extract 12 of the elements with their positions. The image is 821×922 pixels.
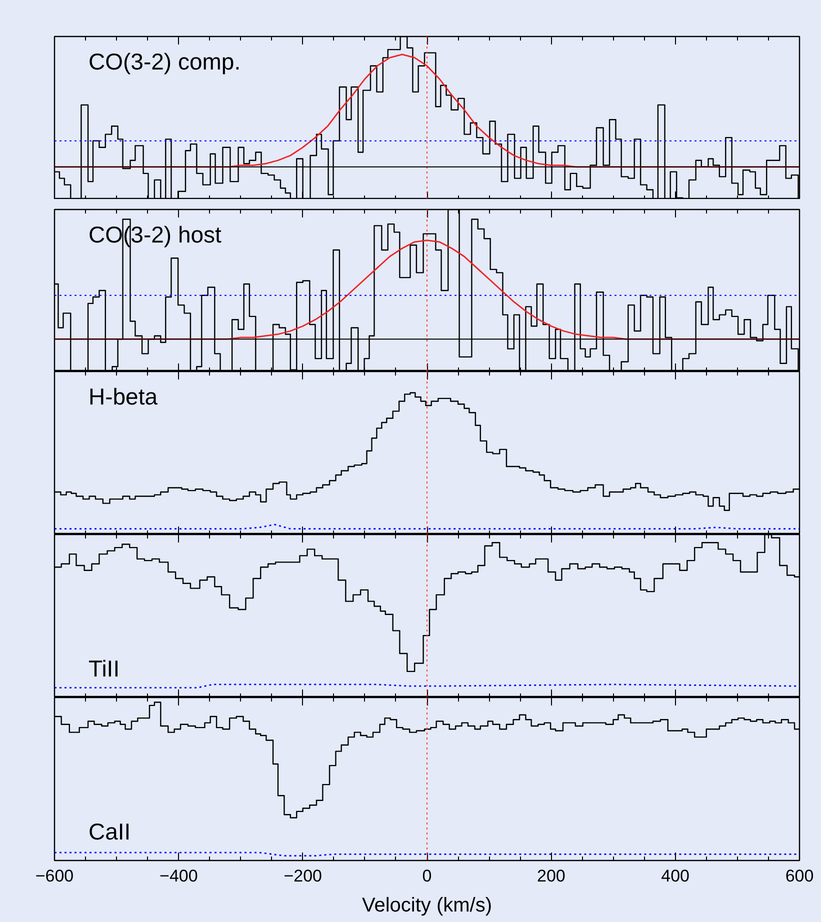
text: CaII: [88, 818, 131, 844]
text: CO(3-2) comp.: [88, 48, 241, 74]
x-axis-title: Velocity (km/s): [362, 894, 492, 916]
x-tick-label: −400: [160, 866, 198, 886]
x-tick-label: 400: [661, 866, 690, 886]
chart-title: H-beta: [88, 384, 158, 410]
x-tick-label: −600: [35, 866, 74, 886]
x-tick-label: −200: [284, 866, 322, 886]
x-tick-label: 600: [785, 866, 814, 886]
x-tick-label: 200: [536, 866, 566, 886]
text: TiII: [88, 656, 120, 682]
x-tick-label: 0: [422, 866, 432, 886]
